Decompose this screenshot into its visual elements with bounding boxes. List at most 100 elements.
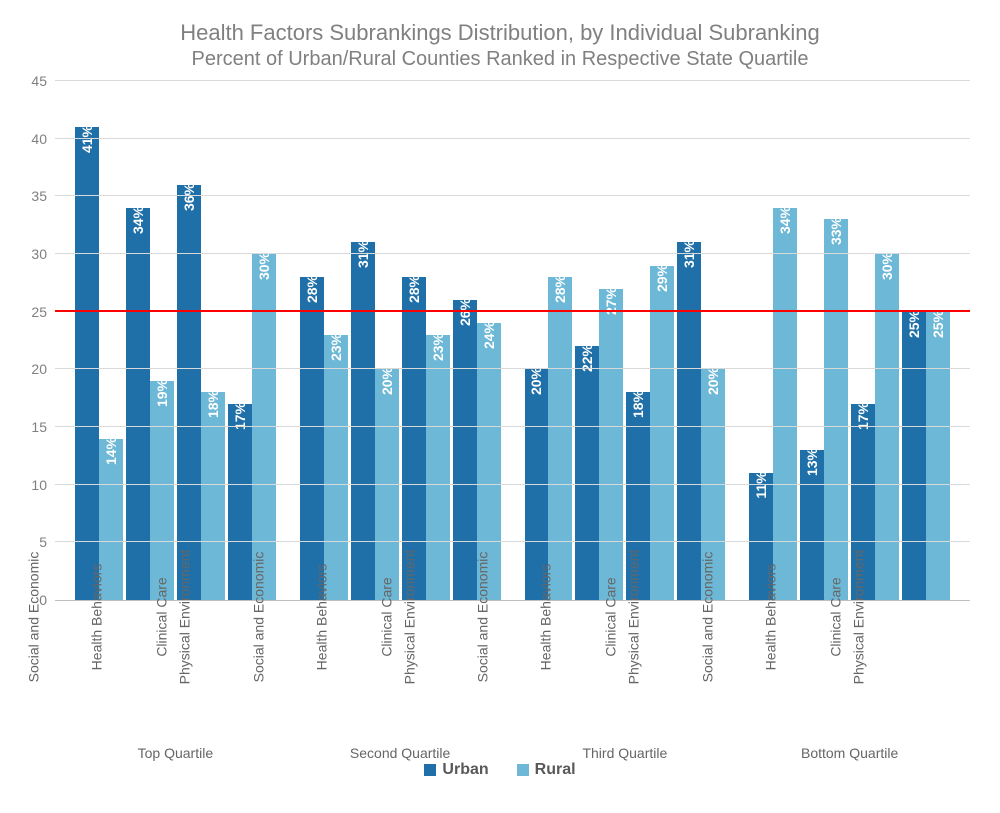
bar-pair: 41%14% bbox=[75, 81, 123, 600]
x-axis: Social and EconomicHealth BehaviorsClini… bbox=[55, 601, 970, 761]
bar-label-urban: 25% bbox=[906, 310, 922, 338]
bar-group: 28% 23% 31% 20% 28% 23% 26% 24% bbox=[288, 81, 513, 600]
gridline bbox=[55, 426, 970, 427]
bar-rural: 28% bbox=[548, 277, 572, 600]
bar-label-rural: 18% bbox=[205, 390, 221, 418]
ytick-label: 15 bbox=[25, 419, 55, 435]
bar-pair: 26% 24% bbox=[453, 81, 501, 600]
bar-urban: 28% bbox=[300, 277, 324, 600]
bar-urban: 25% bbox=[902, 312, 926, 600]
gridline bbox=[55, 138, 970, 139]
bar-rural: 23% bbox=[426, 335, 450, 600]
bar-label-urban: 31% bbox=[355, 240, 371, 268]
bar-label-rural: 30% bbox=[879, 252, 895, 280]
chart-subtitle: Percent of Urban/Rural Counties Ranked i… bbox=[20, 48, 980, 71]
category-row: Social and EconomicHealth BehaviorsClini… bbox=[75, 601, 276, 741]
legend-rural-label: Rural bbox=[535, 761, 576, 779]
bar-rural: 27% bbox=[599, 289, 623, 600]
bar-pair: 31%20% bbox=[677, 81, 725, 600]
bar-label-urban: 36% bbox=[181, 183, 197, 211]
gridline bbox=[55, 253, 970, 254]
bar-pair: 11% 34% bbox=[749, 81, 797, 600]
bar-label-rural: 29% bbox=[654, 264, 670, 292]
xaxis-group: Social and EconomicHealth BehaviorsClini… bbox=[737, 601, 962, 761]
bar-urban: 17% bbox=[228, 404, 252, 600]
bar-pair: 28% 23% bbox=[402, 81, 450, 600]
legend-urban-swatch bbox=[424, 764, 436, 776]
bar-pair: 31% 20% bbox=[351, 81, 399, 600]
bar-pair: 17%30% bbox=[851, 81, 899, 600]
bar-label-rural: 33% bbox=[828, 217, 844, 245]
gridline bbox=[55, 368, 970, 369]
legend-rural: Rural bbox=[517, 761, 576, 779]
bar-rural: 33% bbox=[824, 219, 848, 600]
bars-area: 41%14%34%19%36%18%17%30%28%23%31%20%28%2… bbox=[55, 81, 970, 600]
bar-group: 11% 34% 13% 33% 17%30% 25% 25% bbox=[737, 81, 962, 600]
legend-urban: Urban bbox=[424, 761, 488, 779]
group-label: Bottom Quartile bbox=[749, 745, 950, 761]
bar-label-urban: 28% bbox=[406, 275, 422, 303]
title-block: Health Factors Subrankings Distribution,… bbox=[20, 20, 980, 71]
category-row: Social and EconomicHealth BehaviorsClini… bbox=[525, 601, 726, 741]
bar-urban: 26% bbox=[453, 300, 477, 600]
group-label: Second Quartile bbox=[300, 745, 501, 761]
bar-label-rural: 25% bbox=[930, 310, 946, 338]
bar-rural: 19% bbox=[150, 381, 174, 600]
bar-urban: 22% bbox=[575, 346, 599, 600]
bar-group: 20%28%22%27%18%29%31%20% bbox=[513, 81, 738, 600]
legend-urban-label: Urban bbox=[442, 761, 488, 779]
ytick-label: 10 bbox=[25, 477, 55, 493]
bar-rural: 25% bbox=[926, 312, 950, 600]
reference-line bbox=[55, 310, 970, 312]
bar-pair: 17%30% bbox=[228, 81, 276, 600]
plot-area: 41%14%34%19%36%18%17%30%28%23%31%20%28%2… bbox=[55, 81, 970, 601]
gridline bbox=[55, 80, 970, 81]
ytick-label: 25 bbox=[25, 304, 55, 320]
category-pair: Physical Environment bbox=[902, 601, 950, 741]
chart-title: Health Factors Subrankings Distribution,… bbox=[20, 20, 980, 46]
bar-label-rural: 19% bbox=[154, 379, 170, 407]
bar-pair: 34%19% bbox=[126, 81, 174, 600]
gridline bbox=[55, 541, 970, 542]
group-label: Third Quartile bbox=[525, 745, 726, 761]
gridline bbox=[55, 484, 970, 485]
bar-label-rural: 34% bbox=[777, 206, 793, 234]
bar-label-urban: 11% bbox=[753, 472, 769, 499]
bar-label-rural: 24% bbox=[481, 321, 497, 349]
group-label: Top Quartile bbox=[75, 745, 276, 761]
bar-label-rural: 23% bbox=[328, 333, 344, 361]
bar-label-rural: 20% bbox=[705, 367, 721, 395]
bar-rural: 20% bbox=[375, 369, 399, 600]
bar-label-urban: 13% bbox=[804, 448, 820, 476]
legend-rural-swatch bbox=[517, 764, 529, 776]
bar-label-rural: 23% bbox=[430, 333, 446, 361]
ytick-label: 5 bbox=[25, 534, 55, 550]
bar-label-urban: 26% bbox=[457, 298, 473, 326]
bar-pair: 20% 28% bbox=[525, 81, 573, 600]
bar-pair: 22%27% bbox=[575, 81, 623, 600]
bar-urban: 31% bbox=[677, 242, 701, 600]
category-row: Social and EconomicHealth BehaviorsClini… bbox=[300, 601, 501, 741]
bar-label-urban: 18% bbox=[630, 390, 646, 418]
bar-label-rural: 28% bbox=[552, 275, 568, 303]
gridline bbox=[55, 195, 970, 196]
ytick-label: 30 bbox=[25, 246, 55, 262]
bar-label-urban: 28% bbox=[304, 275, 320, 303]
bar-pair: 36% 18% bbox=[177, 81, 225, 600]
bar-urban: 41% bbox=[75, 127, 99, 600]
legend: Urban Rural bbox=[20, 761, 980, 779]
bar-pair: 28% 23% bbox=[300, 81, 348, 600]
ytick-label: 35 bbox=[25, 188, 55, 204]
bar-pair: 18% 29% bbox=[626, 81, 674, 600]
bar-urban: 36% bbox=[177, 185, 201, 600]
ytick-label: 45 bbox=[25, 73, 55, 89]
bar-label-rural: 14% bbox=[103, 437, 119, 465]
ytick-label: 40 bbox=[25, 131, 55, 147]
bar-rural: 30% bbox=[252, 254, 276, 600]
bar-group: 41%14%34%19%36%18%17%30% bbox=[63, 81, 288, 600]
bar-urban: 31% bbox=[351, 242, 375, 600]
bar-label-urban: 20% bbox=[528, 367, 544, 395]
ytick-label: 20 bbox=[25, 361, 55, 377]
bar-rural: 29% bbox=[650, 266, 674, 600]
chart-container: Health Factors Subrankings Distribution,… bbox=[0, 0, 1000, 813]
